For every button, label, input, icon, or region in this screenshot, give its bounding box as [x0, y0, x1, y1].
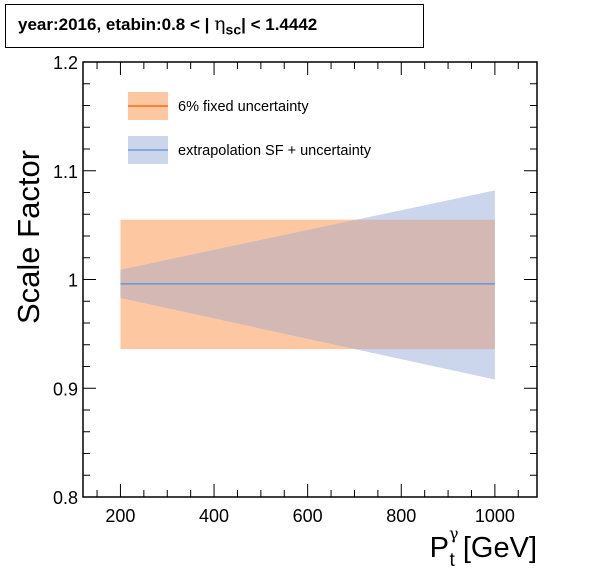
x-tick-label: 400	[199, 506, 229, 526]
y-tick-label: 0.8	[53, 488, 78, 508]
x-tick-label: 200	[105, 506, 135, 526]
eta-symbol: η	[214, 13, 226, 35]
legend-label-extrap: extrapolation SF + uncertainty	[178, 143, 372, 159]
x-tick-label: 600	[293, 506, 323, 526]
x-axis-label-sup: γ	[449, 524, 459, 543]
y-tick-label: 0.9	[53, 379, 78, 399]
y-tick-label: 1.1	[53, 162, 78, 182]
legend-label-fixed: 6% fixed uncertainty	[178, 99, 309, 115]
y-axis-label: Scale Factor	[11, 150, 46, 324]
x-axis-label-unit: [GeV]	[455, 532, 537, 564]
x-axis-label-sub: t	[450, 550, 456, 571]
eta-subscript: sc	[225, 21, 242, 38]
title-suffix: | < 1.4442	[241, 15, 318, 34]
x-tick-label: 800	[386, 506, 416, 526]
title-prefix: year:2016, etabin:0.8 < |	[18, 15, 210, 34]
y-tick-label: 1.2	[53, 53, 78, 73]
y-tick-label: 1	[68, 271, 78, 291]
chart-title-box: year:2016, etabin:0.8 < | ηsc| < 1.4442	[5, 4, 424, 48]
x-axis-label: Pγ t [GeV]	[430, 524, 537, 571]
x-tick-label: 1000	[475, 506, 515, 526]
x-axis-label-main: P	[430, 532, 449, 564]
